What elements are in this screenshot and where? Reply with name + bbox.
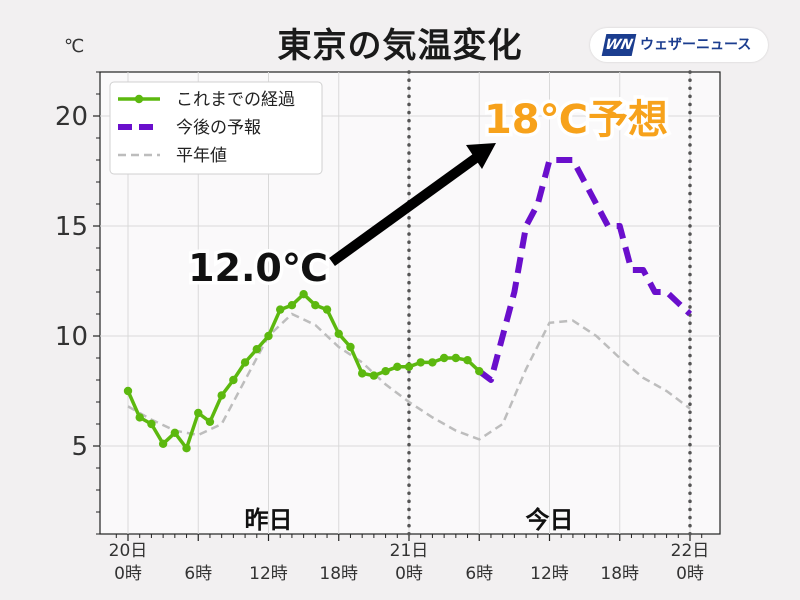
trend-arrow-head <box>466 143 496 169</box>
observed-point <box>428 358 437 367</box>
x-tick-label: 22日 <box>671 541 710 561</box>
observed-point <box>158 439 168 448</box>
x-tick-label: 12時 <box>530 564 569 584</box>
observed-point <box>194 408 203 418</box>
annotation-current-temp: 12.0℃ <box>188 246 328 290</box>
x-tick-label: 6時 <box>184 564 212 584</box>
observed-point <box>182 444 191 453</box>
observed-point <box>217 391 226 400</box>
observed-point <box>252 345 261 354</box>
observed-point <box>287 301 297 310</box>
series-forecast-line <box>477 157 693 383</box>
legend-label: 平年値 <box>176 146 227 166</box>
y-tick-label: 10 <box>55 322 88 352</box>
observed-point <box>123 386 133 396</box>
observed-point <box>451 353 461 363</box>
x-tick-label: 20日 <box>109 541 148 561</box>
observed-point <box>264 331 273 341</box>
observed-point <box>334 329 343 338</box>
series-normal-line <box>127 312 691 441</box>
x-tick-label: 0時 <box>114 564 142 584</box>
day-label: 昨日 <box>245 506 293 534</box>
x-tick-label: 18時 <box>600 564 639 584</box>
trend-arrow-shaft <box>329 150 483 267</box>
observed-point <box>299 290 308 299</box>
chart-title: 東京の気温変化 <box>277 26 523 66</box>
x-tick-label: 6時 <box>465 564 493 584</box>
observed-point <box>381 367 390 376</box>
observed-point <box>346 342 355 352</box>
annotation-forecast-temp: 18℃予想 <box>484 97 668 143</box>
observed-point <box>416 358 425 367</box>
observed-point <box>393 362 402 371</box>
legend-marker-observed <box>134 94 144 104</box>
brand-name: ウェザーニュース <box>640 37 752 53</box>
observed-point <box>170 428 180 437</box>
y-tick-label: 5 <box>71 432 88 462</box>
x-tick-label: 12時 <box>249 564 288 584</box>
observed-point <box>463 356 472 365</box>
x-tick-label: 0時 <box>395 564 423 584</box>
legend-label: これまでの経過 <box>176 90 295 110</box>
legend-box <box>109 81 323 175</box>
brand-logo: WN ウェザーニュース <box>590 28 768 62</box>
y-unit-label: ℃ <box>64 36 85 57</box>
day-label: 今日 <box>526 506 574 534</box>
y-tick-label: 15 <box>55 212 88 242</box>
observed-point <box>135 413 144 422</box>
legend-label: 今後の予報 <box>176 118 261 138</box>
y-tick-label: 20 <box>55 102 88 132</box>
observed-point <box>475 367 484 376</box>
observed-point <box>240 358 250 367</box>
x-tick-label: 0時 <box>676 564 704 584</box>
observed-point <box>439 353 449 363</box>
observed-point <box>229 375 238 385</box>
observed-point <box>357 369 367 378</box>
observed-point <box>311 301 320 310</box>
observed-point <box>205 417 215 426</box>
x-tick-label: 18時 <box>319 564 358 584</box>
observed-point <box>276 305 285 314</box>
x-tick-label: 21日 <box>390 541 429 561</box>
observed-point <box>147 419 156 429</box>
observed-point <box>369 371 379 380</box>
observed-point <box>404 362 414 371</box>
observed-point <box>322 305 332 314</box>
